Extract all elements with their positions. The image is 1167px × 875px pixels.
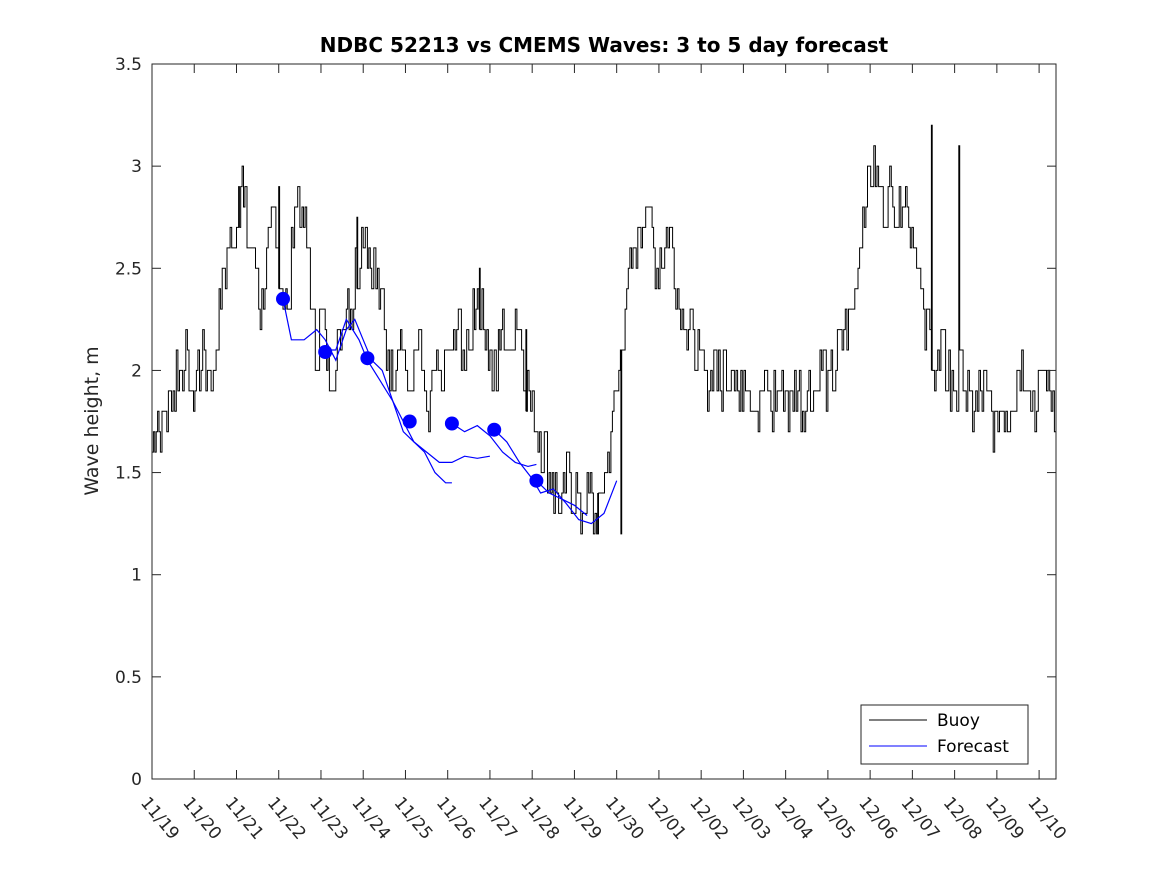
buoy-series-line <box>152 124 1057 535</box>
forecast-marker <box>529 473 544 488</box>
chart-title: NDBC 52213 vs CMEMS Waves: 3 to 5 day fo… <box>320 33 889 57</box>
forecast-marker <box>318 345 333 359</box>
y-tick-label: 2 <box>131 361 142 381</box>
legend: Buoy Forecast <box>860 704 1029 765</box>
y-tick-label: 3 <box>131 157 142 177</box>
forecast-marker <box>487 422 502 437</box>
y-axis: 0 0.5 1 1.5 2 2.5 3 3.5 <box>115 55 1056 790</box>
forecast-marker <box>444 416 459 431</box>
plot-frame <box>151 63 1057 780</box>
y-tick-label: 2.5 <box>115 259 142 279</box>
forecast-marker <box>276 291 290 306</box>
forecast-series-line-3 <box>451 422 537 468</box>
legend-buoy-label: Buoy <box>937 711 980 731</box>
forecast-marker <box>402 414 417 429</box>
y-tick-label: 1 <box>131 566 142 586</box>
y-tick-label: 1.5 <box>115 464 142 484</box>
y-tick-label: 0.5 <box>115 668 142 688</box>
forecast-series-line-2 <box>325 318 490 463</box>
legend-box <box>860 704 1029 765</box>
plot-area <box>152 124 1057 535</box>
y-tick-label: 0 <box>131 770 142 790</box>
y-tick-label: 3.5 <box>115 55 142 75</box>
legend-forecast-label: Forecast <box>937 737 1009 757</box>
forecast-series-line-4 <box>493 429 618 525</box>
forecast-series-line-1 <box>282 298 452 484</box>
y-axis-label: Wave height, m <box>81 346 103 495</box>
forecast-series-line-5 <box>535 480 588 516</box>
forecast-marker <box>360 351 375 366</box>
